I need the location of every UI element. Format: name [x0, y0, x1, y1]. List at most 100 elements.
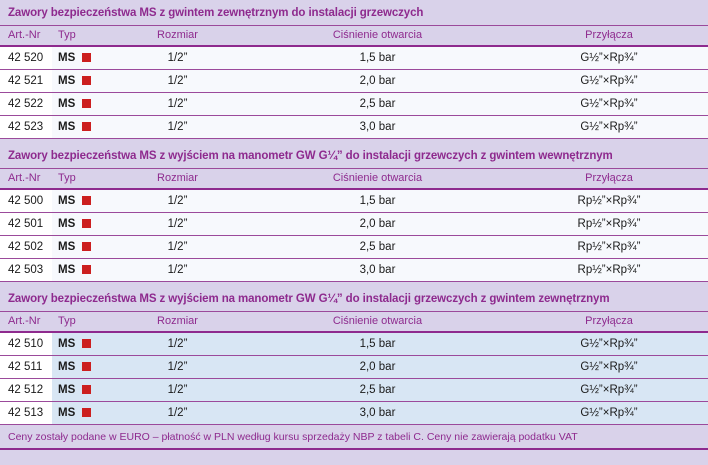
red-square-icon — [82, 53, 92, 62]
column-header-pressure: Ciśnienie otwarcia — [245, 169, 510, 190]
cell-size: 1/2” — [110, 46, 245, 70]
red-square-icon — [82, 339, 92, 348]
cell-pressure: 2,5 bar — [245, 378, 510, 402]
cell-art-nr: 42 511 — [0, 355, 52, 379]
table-row[interactable]: 42 520 MS 1/2” 1,5 bar G½”×Rp¾” — [0, 46, 708, 70]
cell-connection: G½”×Rp¾” — [510, 115, 708, 139]
cell-typ-label: MS — [58, 264, 76, 276]
column-header-connection: Przyłącza — [510, 312, 708, 333]
column-header-size: Rozmiar — [110, 26, 245, 47]
red-square-icon — [82, 196, 92, 205]
table-row[interactable]: 42 521 MS 1/2” 2,0 bar G½”×Rp¾” — [0, 69, 708, 93]
column-header-pressure: Ciśnienie otwarcia — [245, 312, 510, 333]
table-row[interactable]: 42 523 MS 1/2” 3,0 bar G½”×Rp¾” — [0, 115, 708, 139]
cell-pressure: 3,0 bar — [245, 258, 510, 282]
cell-size: 1/2” — [110, 332, 245, 356]
cell-art-nr: 42 502 — [0, 235, 52, 259]
section-gap — [0, 139, 708, 143]
red-square-icon — [82, 408, 92, 417]
section-divider — [0, 25, 708, 26]
column-header-pressure: Ciśnienie otwarcia — [245, 26, 510, 47]
cell-art-nr: 42 513 — [0, 401, 52, 425]
section-title: Zawory bezpieczeństwa MS z wyjściem na m… — [0, 286, 708, 311]
cell-connection: G½”×Rp¾” — [510, 92, 708, 116]
table-row[interactable]: 42 510 MS 1/2” 1,5 bar G½”×Rp¾” — [0, 332, 708, 356]
cell-size: 1/2” — [110, 115, 245, 139]
cell-typ: MS — [52, 332, 110, 356]
product-section-2: Zawory bezpieczeństwa MS z wyjściem na m… — [0, 143, 708, 282]
cell-pressure: 3,0 bar — [245, 115, 510, 139]
cell-size: 1/2” — [110, 258, 245, 282]
cell-connection: G½”×Rp¾” — [510, 332, 708, 356]
cell-pressure: 1,5 bar — [245, 46, 510, 70]
cell-art-nr: 42 512 — [0, 378, 52, 402]
table-row[interactable]: 42 502 MS 1/2” 2,5 bar Rp½”×Rp¾” — [0, 235, 708, 259]
cell-pressure: 2,0 bar — [245, 69, 510, 93]
cell-typ: MS — [52, 46, 110, 70]
table-row[interactable]: 42 513 MS 1/2” 3,0 bar G½”×Rp¾” — [0, 401, 708, 425]
cell-art-nr: 42 520 — [0, 46, 52, 70]
cell-art-nr: 42 523 — [0, 115, 52, 139]
column-header-connection: Przyłącza — [510, 169, 708, 190]
table-header-row: Art.-Nr Typ Rozmiar Ciśnienie otwarcia P… — [0, 169, 708, 190]
table-row[interactable]: 42 511 MS 1/2” 2,0 bar G½”×Rp¾” — [0, 355, 708, 379]
column-header-art-nr: Art.-Nr — [0, 26, 52, 47]
cell-typ: MS — [52, 189, 110, 213]
table-header-row: Art.-Nr Typ Rozmiar Ciśnienie otwarcia P… — [0, 26, 708, 47]
cell-connection: G½”×Rp¾” — [510, 46, 708, 70]
column-header-art-nr: Art.-Nr — [0, 312, 52, 333]
cell-size: 1/2” — [110, 355, 245, 379]
red-square-icon — [82, 385, 92, 394]
cell-pressure: 3,0 bar — [245, 401, 510, 425]
cell-connection: G½”×Rp¾” — [510, 378, 708, 402]
column-header-typ: Typ — [52, 169, 110, 190]
red-square-icon — [82, 219, 92, 228]
price-note-footer: Ceny zostały podane w EURO – płatność w … — [0, 425, 708, 450]
cell-typ-label: MS — [58, 75, 76, 87]
cell-pressure: 1,5 bar — [245, 189, 510, 213]
cell-typ-label: MS — [58, 121, 76, 133]
column-header-size: Rozmiar — [110, 312, 245, 333]
cell-size: 1/2” — [110, 235, 245, 259]
cell-typ: MS — [52, 69, 110, 93]
table-row[interactable]: 42 503 MS 1/2” 3,0 bar Rp½”×Rp¾” — [0, 258, 708, 282]
red-square-icon — [82, 362, 92, 371]
cell-typ-label: MS — [58, 195, 76, 207]
table-row[interactable]: 42 500 MS 1/2” 1,5 bar Rp½”×Rp¾” — [0, 189, 708, 213]
cell-art-nr: 42 500 — [0, 189, 52, 213]
red-square-icon — [82, 242, 92, 251]
product-table-3: Art.-Nr Typ Rozmiar Ciśnienie otwarcia P… — [0, 312, 708, 425]
cell-typ-label: MS — [58, 361, 76, 373]
column-header-typ: Typ — [52, 312, 110, 333]
cell-art-nr: 42 501 — [0, 212, 52, 236]
cell-size: 1/2” — [110, 69, 245, 93]
cell-typ-label: MS — [58, 407, 76, 419]
cell-typ-label: MS — [58, 218, 76, 230]
cell-pressure: 2,0 bar — [245, 355, 510, 379]
cell-art-nr: 42 510 — [0, 332, 52, 356]
cell-typ: MS — [52, 355, 110, 379]
table-row[interactable]: 42 501 MS 1/2” 2,0 bar Rp½”×Rp¾” — [0, 212, 708, 236]
cell-typ-label: MS — [58, 384, 76, 396]
cell-typ: MS — [52, 92, 110, 116]
cell-connection: Rp½”×Rp¾” — [510, 258, 708, 282]
section-divider — [0, 168, 708, 169]
column-header-art-nr: Art.-Nr — [0, 169, 52, 190]
table-row[interactable]: 42 512 MS 1/2” 2,5 bar G½”×Rp¾” — [0, 378, 708, 402]
cell-typ: MS — [52, 258, 110, 282]
table-row[interactable]: 42 522 MS 1/2” 2,5 bar G½”×Rp¾” — [0, 92, 708, 116]
cell-size: 1/2” — [110, 212, 245, 236]
red-square-icon — [82, 76, 92, 85]
product-table-1: Art.-Nr Typ Rozmiar Ciśnienie otwarcia P… — [0, 26, 708, 139]
red-square-icon — [82, 122, 92, 131]
cell-typ: MS — [52, 212, 110, 236]
cell-pressure: 2,5 bar — [245, 235, 510, 259]
cell-typ: MS — [52, 235, 110, 259]
column-header-typ: Typ — [52, 26, 110, 47]
cell-connection: Rp½”×Rp¾” — [510, 212, 708, 236]
cell-typ-label: MS — [58, 52, 76, 64]
cell-size: 1/2” — [110, 92, 245, 116]
cell-art-nr: 42 521 — [0, 69, 52, 93]
section-gap — [0, 282, 708, 286]
cell-size: 1/2” — [110, 401, 245, 425]
